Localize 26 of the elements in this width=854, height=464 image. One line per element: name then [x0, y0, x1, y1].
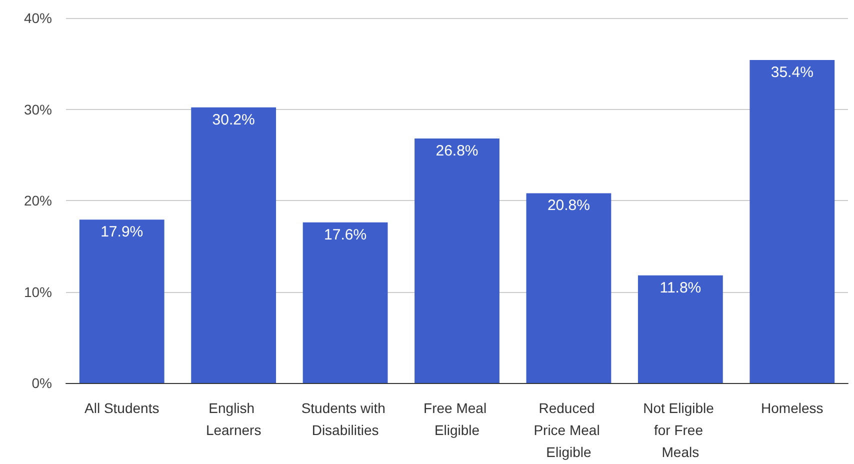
data-label: 20.8%: [547, 197, 590, 214]
bar: [191, 107, 276, 383]
bar: [750, 60, 835, 383]
data-label: 17.9%: [100, 224, 144, 241]
x-tick-label: Reduced Price Meal Eligible: [534, 400, 604, 460]
x-tick-label: Free Meal Eligible: [424, 400, 490, 438]
bar: [79, 220, 164, 383]
y-tick-label: 40%: [24, 10, 52, 26]
bar: [302, 222, 388, 383]
x-tick-label: Not Eligible for Free Meals: [643, 400, 718, 460]
x-tick-label: Homeless: [761, 400, 824, 416]
x-tick-label: English Learners: [206, 400, 262, 438]
data-label: 30.2%: [212, 111, 255, 128]
bar: [638, 275, 723, 383]
data-label: 17.6%: [324, 226, 367, 244]
data-label: 11.8%: [660, 279, 702, 296]
data-label: 26.8%: [436, 142, 478, 160]
x-tick-label: All Students: [84, 400, 160, 416]
y-tick-label: 0%: [32, 375, 52, 391]
bar: [526, 193, 612, 383]
bar: [414, 138, 500, 383]
y-tick-label: 30%: [24, 101, 52, 118]
data-label: 35.4%: [770, 64, 814, 81]
y-tick-label: 10%: [24, 284, 52, 300]
y-tick-label: 20%: [24, 192, 52, 208]
x-tick-label: Students with Disabilities: [301, 400, 390, 438]
